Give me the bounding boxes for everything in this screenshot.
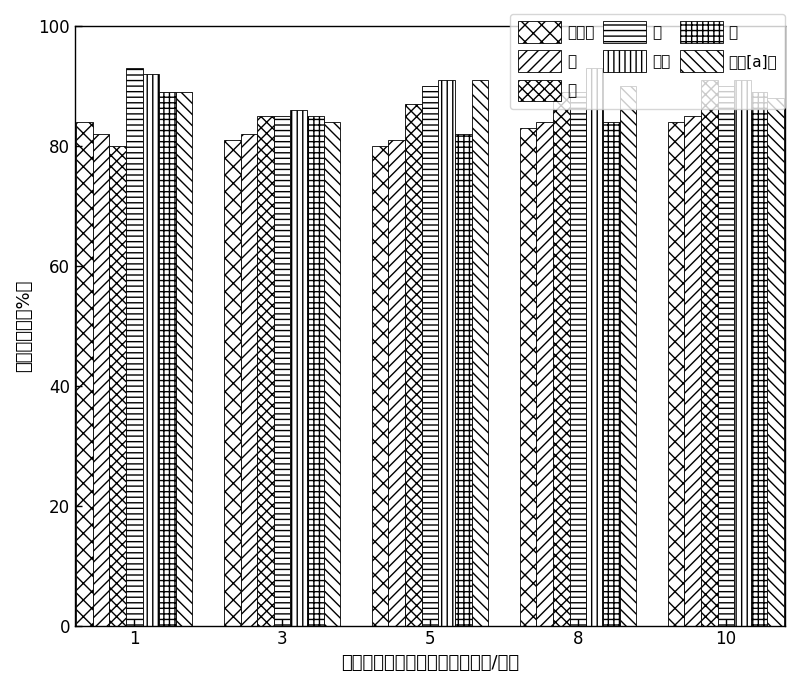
Bar xyxy=(684,115,701,626)
Bar xyxy=(619,86,636,626)
Bar xyxy=(126,67,142,626)
Bar xyxy=(241,133,257,626)
Bar xyxy=(438,80,455,626)
Bar xyxy=(389,139,405,626)
Bar xyxy=(767,98,784,626)
Bar xyxy=(750,91,767,626)
Bar xyxy=(257,115,274,626)
Bar xyxy=(224,139,241,626)
Bar xyxy=(324,122,340,626)
Bar xyxy=(274,115,290,626)
Bar xyxy=(307,115,324,626)
Bar xyxy=(701,80,718,626)
Bar xyxy=(372,146,389,626)
Bar xyxy=(718,86,734,626)
Bar xyxy=(603,122,619,626)
Bar xyxy=(455,133,472,626)
Bar xyxy=(536,122,553,626)
Bar xyxy=(553,91,570,626)
Bar xyxy=(290,110,307,626)
Bar xyxy=(76,122,93,626)
Bar xyxy=(93,133,110,626)
Legend: 二氢苊, 芙, 菲, 蓿, 荧蓿, 芒, 苯并[a]蓿: 二氢苊, 芙, 菲, 蓿, 荧蓿, 芒, 苯并[a]蓿 xyxy=(510,14,785,109)
Bar xyxy=(405,104,422,626)
Bar xyxy=(667,122,684,626)
Bar xyxy=(520,128,536,626)
Y-axis label: 吸附去除率（%）: 吸附去除率（%） xyxy=(15,280,33,372)
X-axis label: 多环芳烃混合溶液的浓度（微克/升）: 多环芳烃混合溶液的浓度（微克/升） xyxy=(341,654,519,672)
Bar xyxy=(110,146,126,626)
Bar xyxy=(570,91,586,626)
Bar xyxy=(142,74,159,626)
Bar xyxy=(734,80,750,626)
Bar xyxy=(159,91,176,626)
Bar xyxy=(422,86,438,626)
Bar xyxy=(586,67,603,626)
Bar xyxy=(472,80,488,626)
Bar xyxy=(176,91,193,626)
